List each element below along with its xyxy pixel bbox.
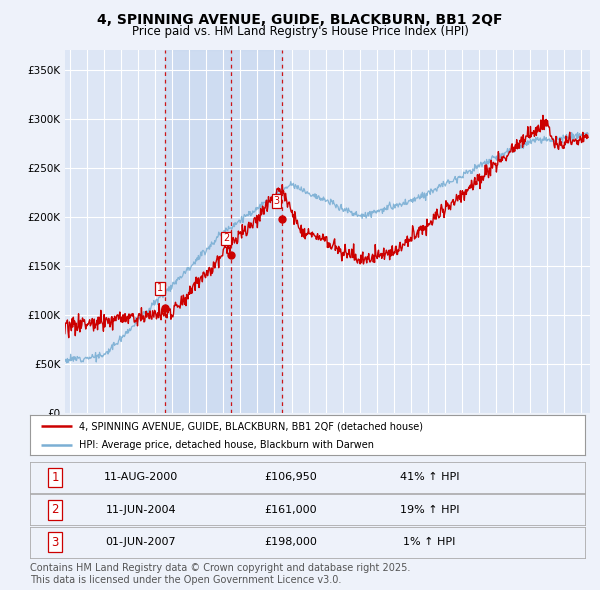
Text: Price paid vs. HM Land Registry's House Price Index (HPI): Price paid vs. HM Land Registry's House … (131, 25, 469, 38)
Text: 2: 2 (51, 503, 59, 516)
Text: 41% ↑ HPI: 41% ↑ HPI (400, 473, 460, 482)
Text: 11-JUN-2004: 11-JUN-2004 (106, 505, 176, 514)
Text: 19% ↑ HPI: 19% ↑ HPI (400, 505, 460, 514)
Text: 1% ↑ HPI: 1% ↑ HPI (403, 537, 456, 547)
Text: 3: 3 (274, 196, 280, 206)
Text: 4, SPINNING AVENUE, GUIDE, BLACKBURN, BB1 2QF (detached house): 4, SPINNING AVENUE, GUIDE, BLACKBURN, BB… (79, 421, 423, 431)
Text: 2: 2 (223, 233, 229, 243)
Text: 11-AUG-2000: 11-AUG-2000 (104, 473, 178, 482)
Text: 1: 1 (51, 471, 59, 484)
Bar (231, 50, 281, 413)
Text: 01-JUN-2007: 01-JUN-2007 (106, 537, 176, 547)
Bar (166, 50, 231, 413)
Text: 1: 1 (157, 283, 163, 293)
Text: £161,000: £161,000 (265, 505, 317, 514)
Text: £198,000: £198,000 (265, 537, 317, 547)
Text: 3: 3 (51, 536, 59, 549)
Text: 4, SPINNING AVENUE, GUIDE, BLACKBURN, BB1 2QF: 4, SPINNING AVENUE, GUIDE, BLACKBURN, BB… (97, 13, 503, 27)
Text: £106,950: £106,950 (265, 473, 317, 482)
Text: HPI: Average price, detached house, Blackburn with Darwen: HPI: Average price, detached house, Blac… (79, 440, 374, 450)
Text: Contains HM Land Registry data © Crown copyright and database right 2025.
This d: Contains HM Land Registry data © Crown c… (30, 563, 410, 585)
